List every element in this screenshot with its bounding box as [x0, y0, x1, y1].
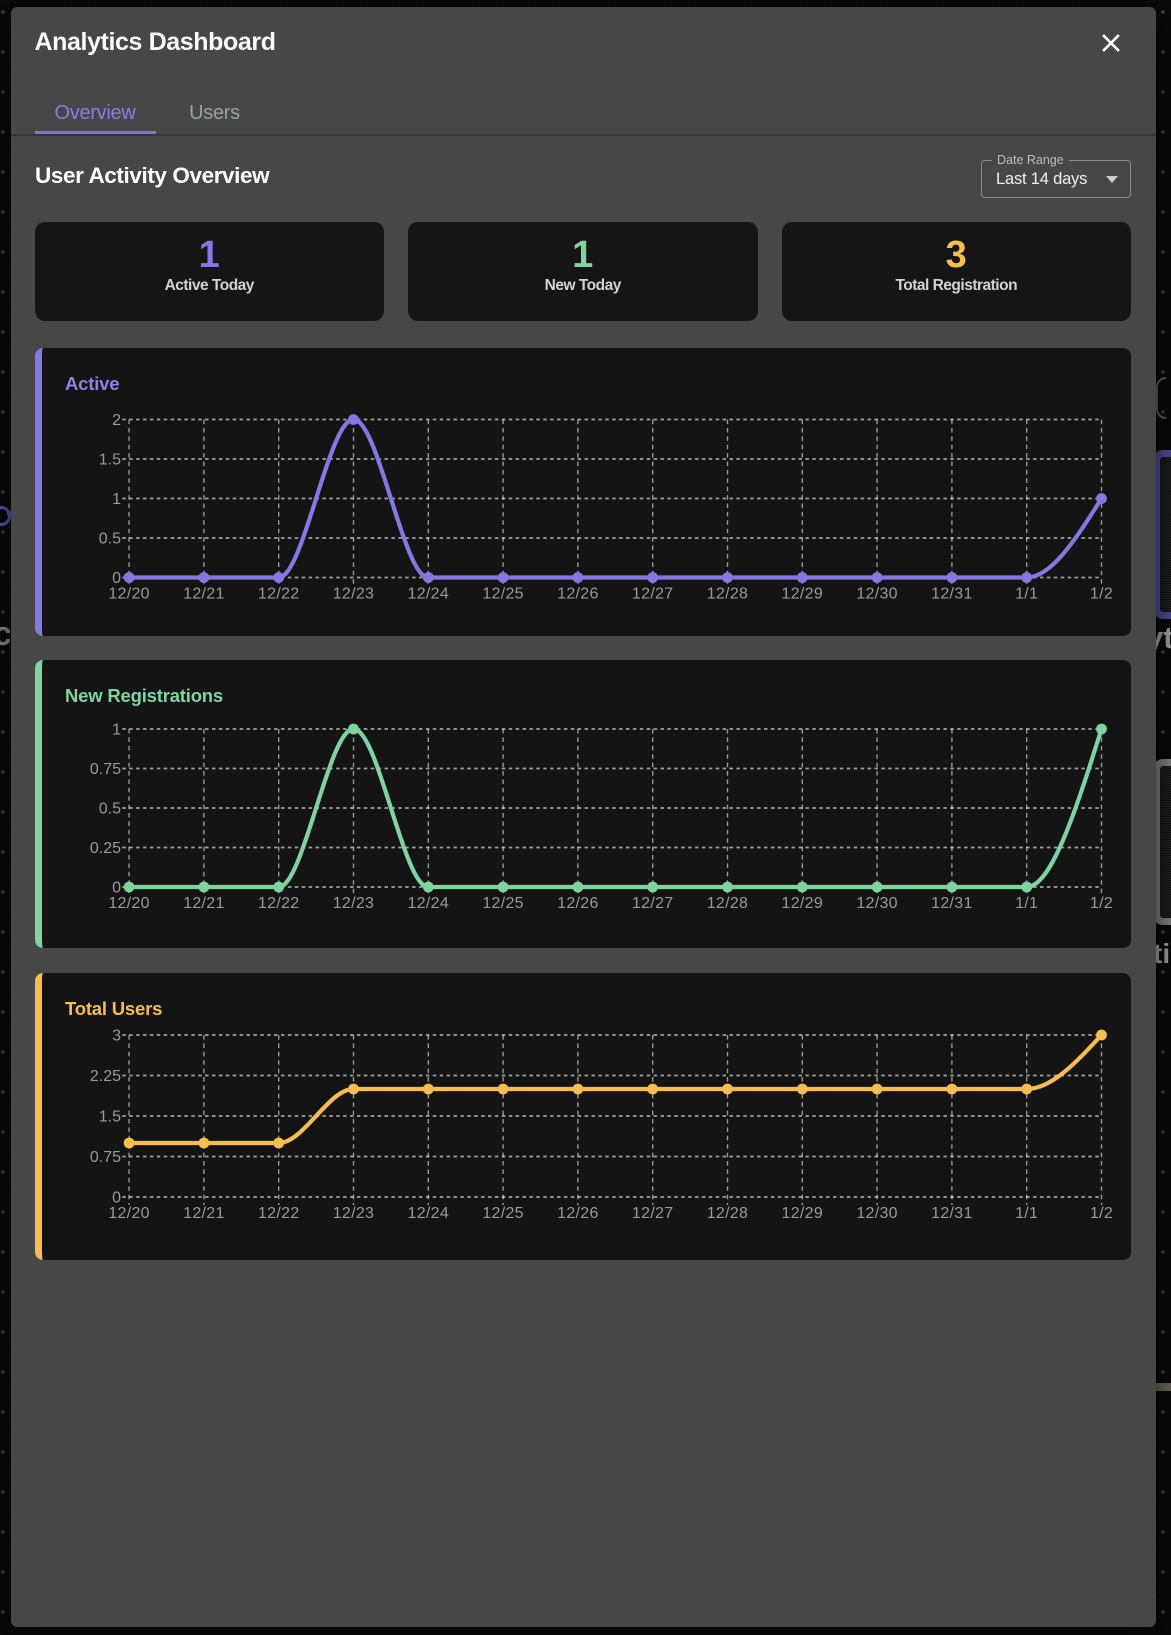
- svg-text:1/2: 1/2: [1089, 1205, 1112, 1222]
- svg-text:12/27: 12/27: [631, 895, 673, 912]
- svg-text:0.5: 0.5: [98, 801, 120, 818]
- svg-text:3: 3: [112, 1027, 121, 1044]
- svg-text:12/29: 12/29: [781, 586, 823, 603]
- svg-text:2: 2: [112, 412, 121, 429]
- svg-text:0: 0: [112, 880, 121, 897]
- svg-text:1/1: 1/1: [1015, 586, 1038, 603]
- svg-text:12/22: 12/22: [257, 895, 299, 912]
- svg-text:12/30: 12/30: [856, 586, 898, 603]
- svg-text:1.5: 1.5: [98, 452, 120, 469]
- svg-text:1: 1: [112, 491, 121, 508]
- svg-text:12/31: 12/31: [931, 586, 973, 603]
- svg-text:1/1: 1/1: [1015, 895, 1038, 912]
- svg-text:1.5: 1.5: [98, 1108, 120, 1125]
- svg-text:12/28: 12/28: [706, 586, 748, 603]
- svg-text:0.75: 0.75: [89, 1149, 120, 1166]
- svg-text:1/2: 1/2: [1089, 895, 1112, 912]
- svg-text:2.25: 2.25: [89, 1068, 120, 1085]
- svg-text:12/24: 12/24: [407, 895, 449, 912]
- svg-text:12/26: 12/26: [557, 1205, 599, 1222]
- svg-text:12/25: 12/25: [482, 1205, 524, 1222]
- svg-text:0.25: 0.25: [89, 840, 120, 857]
- svg-text:12/23: 12/23: [332, 1205, 374, 1222]
- svg-text:12/23: 12/23: [332, 895, 374, 912]
- svg-text:0: 0: [112, 570, 121, 587]
- svg-text:12/30: 12/30: [856, 1205, 898, 1222]
- svg-text:1: 1: [112, 722, 121, 739]
- svg-text:12/24: 12/24: [407, 586, 449, 603]
- svg-text:12/22: 12/22: [257, 1205, 299, 1222]
- svg-text:12/26: 12/26: [557, 586, 599, 603]
- svg-text:0: 0: [112, 1189, 121, 1206]
- svg-text:12/27: 12/27: [631, 586, 673, 603]
- svg-text:12/23: 12/23: [332, 586, 374, 603]
- svg-text:12/28: 12/28: [706, 895, 748, 912]
- svg-text:12/25: 12/25: [482, 895, 524, 912]
- svg-text:12/27: 12/27: [631, 1205, 673, 1222]
- svg-text:12/22: 12/22: [257, 586, 299, 603]
- svg-text:12/21: 12/21: [183, 586, 225, 603]
- svg-text:12/21: 12/21: [183, 1205, 225, 1222]
- svg-text:12/31: 12/31: [931, 895, 973, 912]
- svg-text:12/20: 12/20: [108, 1205, 150, 1222]
- svg-text:12/21: 12/21: [183, 895, 225, 912]
- svg-text:12/20: 12/20: [108, 895, 150, 912]
- svg-text:12/26: 12/26: [557, 895, 599, 912]
- svg-text:12/24: 12/24: [407, 1205, 449, 1222]
- svg-text:12/25: 12/25: [482, 586, 524, 603]
- svg-text:12/20: 12/20: [108, 586, 150, 603]
- svg-text:12/28: 12/28: [706, 1205, 748, 1222]
- svg-text:0.5: 0.5: [98, 531, 120, 548]
- svg-text:1/2: 1/2: [1089, 586, 1112, 603]
- svg-text:12/29: 12/29: [781, 1205, 823, 1222]
- svg-text:12/31: 12/31: [931, 1205, 973, 1222]
- svg-text:0.75: 0.75: [89, 761, 120, 778]
- svg-text:12/30: 12/30: [856, 895, 898, 912]
- svg-text:1/1: 1/1: [1015, 1205, 1038, 1222]
- svg-text:12/29: 12/29: [781, 895, 823, 912]
